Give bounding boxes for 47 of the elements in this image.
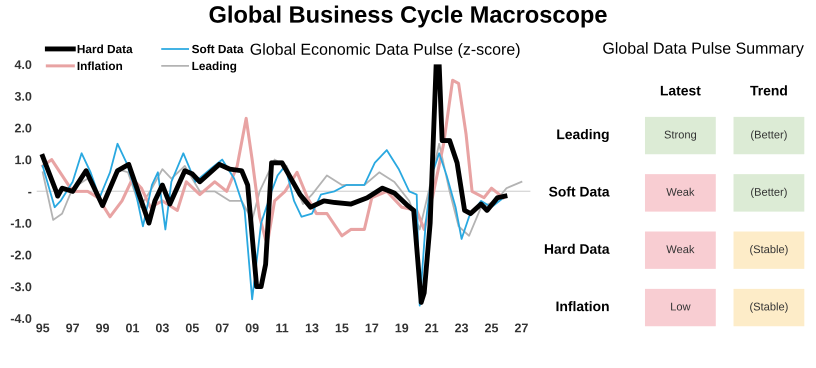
x-tick-label: 05	[186, 324, 199, 332]
x-tick-label: 97	[66, 324, 80, 332]
y-tick-label: -2.0	[10, 250, 32, 260]
x-tick-label: 09	[246, 324, 259, 332]
x-tick-label: 07	[216, 324, 229, 332]
category-label: Latest	[660, 86, 701, 96]
y-tick-label: -	[28, 192, 32, 194]
text: (Stable)	[750, 302, 788, 313]
legend-label: Leading	[192, 61, 236, 73]
x-tick-label: 99	[96, 324, 110, 332]
y-tick-label: 1.0	[15, 155, 32, 164]
x-tick-label: 15	[336, 324, 349, 332]
legend-label: Inflation	[78, 61, 122, 70]
text: (Better)	[751, 130, 787, 141]
category-label: Soft Data	[548, 186, 610, 197]
category-label: Trend	[750, 85, 787, 96]
legend-label: Soft Data	[192, 44, 244, 54]
category-label: Leading	[557, 129, 609, 142]
x-tick-label: 13	[306, 324, 318, 332]
chart-subtitle: Global Economic Data Pulse (z-score)	[250, 43, 520, 58]
text: Global Data Pulse Summary	[603, 42, 804, 57]
y-tick-label: -3.0	[10, 282, 32, 292]
y-tick-label: 4.0	[14, 60, 32, 70]
y-tick-label: 2.0	[14, 124, 32, 133]
x-tick-label: 27	[514, 324, 528, 332]
text: Strong	[664, 130, 696, 141]
text: Low	[671, 302, 691, 311]
y-tick-label: -1.0	[10, 218, 32, 228]
x-tick-label: 95	[36, 324, 50, 332]
chart-title: Global Business Cycle Macroscope	[210, 6, 607, 28]
text: (Stable)	[750, 245, 788, 256]
x-tick-label: 25	[484, 324, 498, 332]
y-tick-label: 3.0	[14, 92, 32, 101]
x-tick-label: 03	[156, 324, 169, 332]
x-tick-label: 11	[276, 324, 288, 332]
text: Weak	[666, 245, 694, 254]
y-tick-label: -4.0	[10, 314, 32, 323]
x-tick-label: 19	[396, 324, 408, 332]
category-label: Inflation	[556, 301, 609, 312]
legend-label: Hard Data	[78, 44, 133, 54]
x-tick-label: 17	[366, 324, 378, 332]
text: Weak	[666, 188, 694, 196]
x-tick-label: 23	[455, 324, 468, 332]
text: (Better)	[751, 188, 787, 198]
x-tick-label: 21	[425, 324, 438, 332]
x-tick-label: 01	[126, 324, 140, 332]
category-label: Hard Data	[544, 244, 610, 254]
